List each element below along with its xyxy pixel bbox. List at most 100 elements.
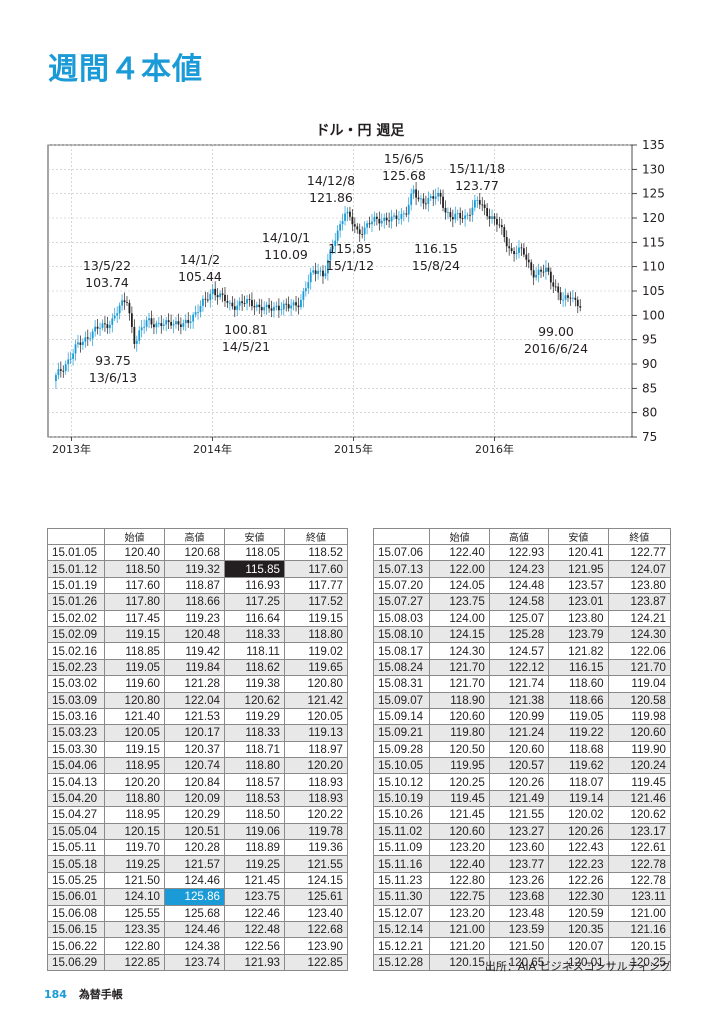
- y-tick-label: 85: [642, 381, 657, 395]
- cell-close: 119.78: [284, 822, 348, 841]
- candle-up: [236, 305, 239, 310]
- table-row: 15.11.30 122.75 123.68 122.30 123.11: [372, 888, 672, 906]
- table-row: 15.10.12 120.25 120.26 118.07 119.45: [372, 773, 672, 791]
- table-row: 15.02.16 118.85 119.42 118.11 119.02: [47, 642, 348, 660]
- cell-high: 121.57: [164, 855, 225, 873]
- cell-low: 119.14: [548, 789, 609, 808]
- cell-open: 118.95: [104, 757, 165, 775]
- cell-close: 122.78: [607, 871, 672, 890]
- candle-down: [557, 286, 560, 293]
- cell-date: 15.10.19: [372, 789, 431, 808]
- cell-low: 122.23: [548, 855, 609, 873]
- candle-down: [542, 271, 545, 273]
- cell-date: 15.07.27: [372, 593, 431, 611]
- candle-down: [520, 247, 523, 249]
- cell-high: 120.28: [164, 839, 225, 857]
- cell-high: 119.23: [164, 609, 225, 627]
- candle-down: [297, 305, 300, 308]
- candle-down: [432, 196, 435, 199]
- table-row: 15.12.07 123.20 123.48 120.59 121.00: [372, 904, 672, 922]
- candle-down: [547, 267, 550, 272]
- table-row: 15.03.30 119.15 120.37 118.71 118.97: [47, 740, 348, 759]
- cell-open: 120.25: [429, 773, 490, 791]
- table-row: 15.11.16 122.40 123.77 122.23 122.78: [372, 855, 672, 873]
- cell-high: 124.48: [488, 576, 550, 595]
- candle-down: [540, 269, 542, 272]
- chart-title: ドル・円 週足: [316, 123, 406, 139]
- cell-low: 119.22: [548, 724, 609, 742]
- candle-down: [221, 293, 224, 295]
- cell-open: 124.05: [429, 576, 490, 595]
- candle-up: [273, 306, 275, 311]
- candle-up: [84, 337, 87, 342]
- table-row: 15.08.17 124.30 124.57 121.82 122.06: [372, 642, 672, 660]
- candle-up: [72, 353, 74, 360]
- candle-down: [459, 213, 462, 219]
- cell-open: 119.80: [429, 724, 490, 742]
- cell-close: 121.00: [607, 904, 672, 922]
- candle-down: [567, 295, 569, 298]
- candle-up: [537, 269, 540, 275]
- cell-close: 121.70: [607, 658, 672, 677]
- cell-high: 120.26: [488, 773, 550, 791]
- table-row: 15.08.24 121.70 122.12 116.15 121.70: [372, 658, 672, 677]
- table-row: 15.10.05 119.95 120.57 119.62 120.24: [372, 757, 672, 775]
- candle-up: [427, 198, 430, 204]
- cell-low: 119.62: [548, 757, 609, 775]
- candle-up: [101, 323, 104, 328]
- header-date: [47, 528, 105, 545]
- cell-open: 117.80: [104, 593, 165, 611]
- candle-up: [545, 267, 547, 272]
- cell-open: 122.40: [429, 855, 490, 873]
- cell-open: 118.80: [104, 789, 165, 808]
- cell-close: 122.06: [607, 642, 672, 660]
- cell-close: 123.87: [607, 593, 672, 611]
- candle-up: [571, 297, 574, 299]
- candle-down: [554, 286, 557, 288]
- candle-up: [390, 216, 393, 222]
- candle-up: [302, 291, 305, 300]
- cell-date: 15.08.31: [372, 675, 431, 693]
- table-row: 15.07.06 122.40 122.93 120.41 122.77: [372, 543, 672, 562]
- candle-up: [81, 341, 84, 345]
- cell-open: 121.50: [104, 871, 165, 890]
- cell-date: 15.07.13: [372, 560, 431, 578]
- cell-low: 120.41: [548, 543, 609, 562]
- cell-low: 119.05: [548, 707, 609, 726]
- candle-up: [564, 295, 567, 300]
- table-row: 15.03.09 120.80 122.04 120.62 121.42: [47, 691, 348, 709]
- cell-high: 123.26: [488, 871, 550, 890]
- cell-high: 120.84: [164, 773, 225, 791]
- annotation-label: 15/8/24: [412, 258, 460, 273]
- candle-up: [324, 273, 327, 277]
- cell-close: 122.61: [607, 839, 672, 857]
- cell-open: 123.35: [104, 920, 165, 939]
- candle-up: [165, 320, 168, 325]
- cell-date: 15.06.01: [47, 888, 105, 906]
- candle-down: [62, 370, 65, 372]
- cell-open: 119.05: [104, 658, 165, 677]
- cell-high: 118.66: [164, 593, 225, 611]
- candle-up: [282, 303, 285, 310]
- cell-low: 118.89: [224, 839, 285, 857]
- cell-open: 119.70: [104, 839, 165, 857]
- table-row: 15.08.03 124.00 125.07 123.80 124.21: [372, 609, 672, 627]
- cell-low: 123.01: [548, 593, 609, 611]
- table-row: 15.09.28 120.50 120.60 118.68 119.90: [372, 740, 672, 759]
- candle-down: [569, 297, 572, 299]
- table-row: 15.05.25 121.50 124.46 121.45 124.15: [47, 871, 348, 890]
- cell-date: 15.03.30: [47, 740, 105, 759]
- cell-date: 15.09.07: [372, 691, 431, 709]
- candle-up: [255, 304, 258, 308]
- cell-close: 123.40: [284, 904, 348, 922]
- annotation-label: 105.44: [178, 269, 222, 284]
- cell-open: 121.00: [429, 920, 490, 939]
- candle-up: [515, 252, 518, 255]
- annotation-label: 103.74: [85, 275, 129, 290]
- candle-down: [525, 254, 528, 260]
- candle-down: [150, 318, 153, 325]
- header-close: 終値: [607, 528, 672, 545]
- annotation-label: 125.68: [382, 168, 426, 183]
- candle-up: [300, 299, 302, 308]
- cell-date: 15.02.09: [47, 625, 105, 644]
